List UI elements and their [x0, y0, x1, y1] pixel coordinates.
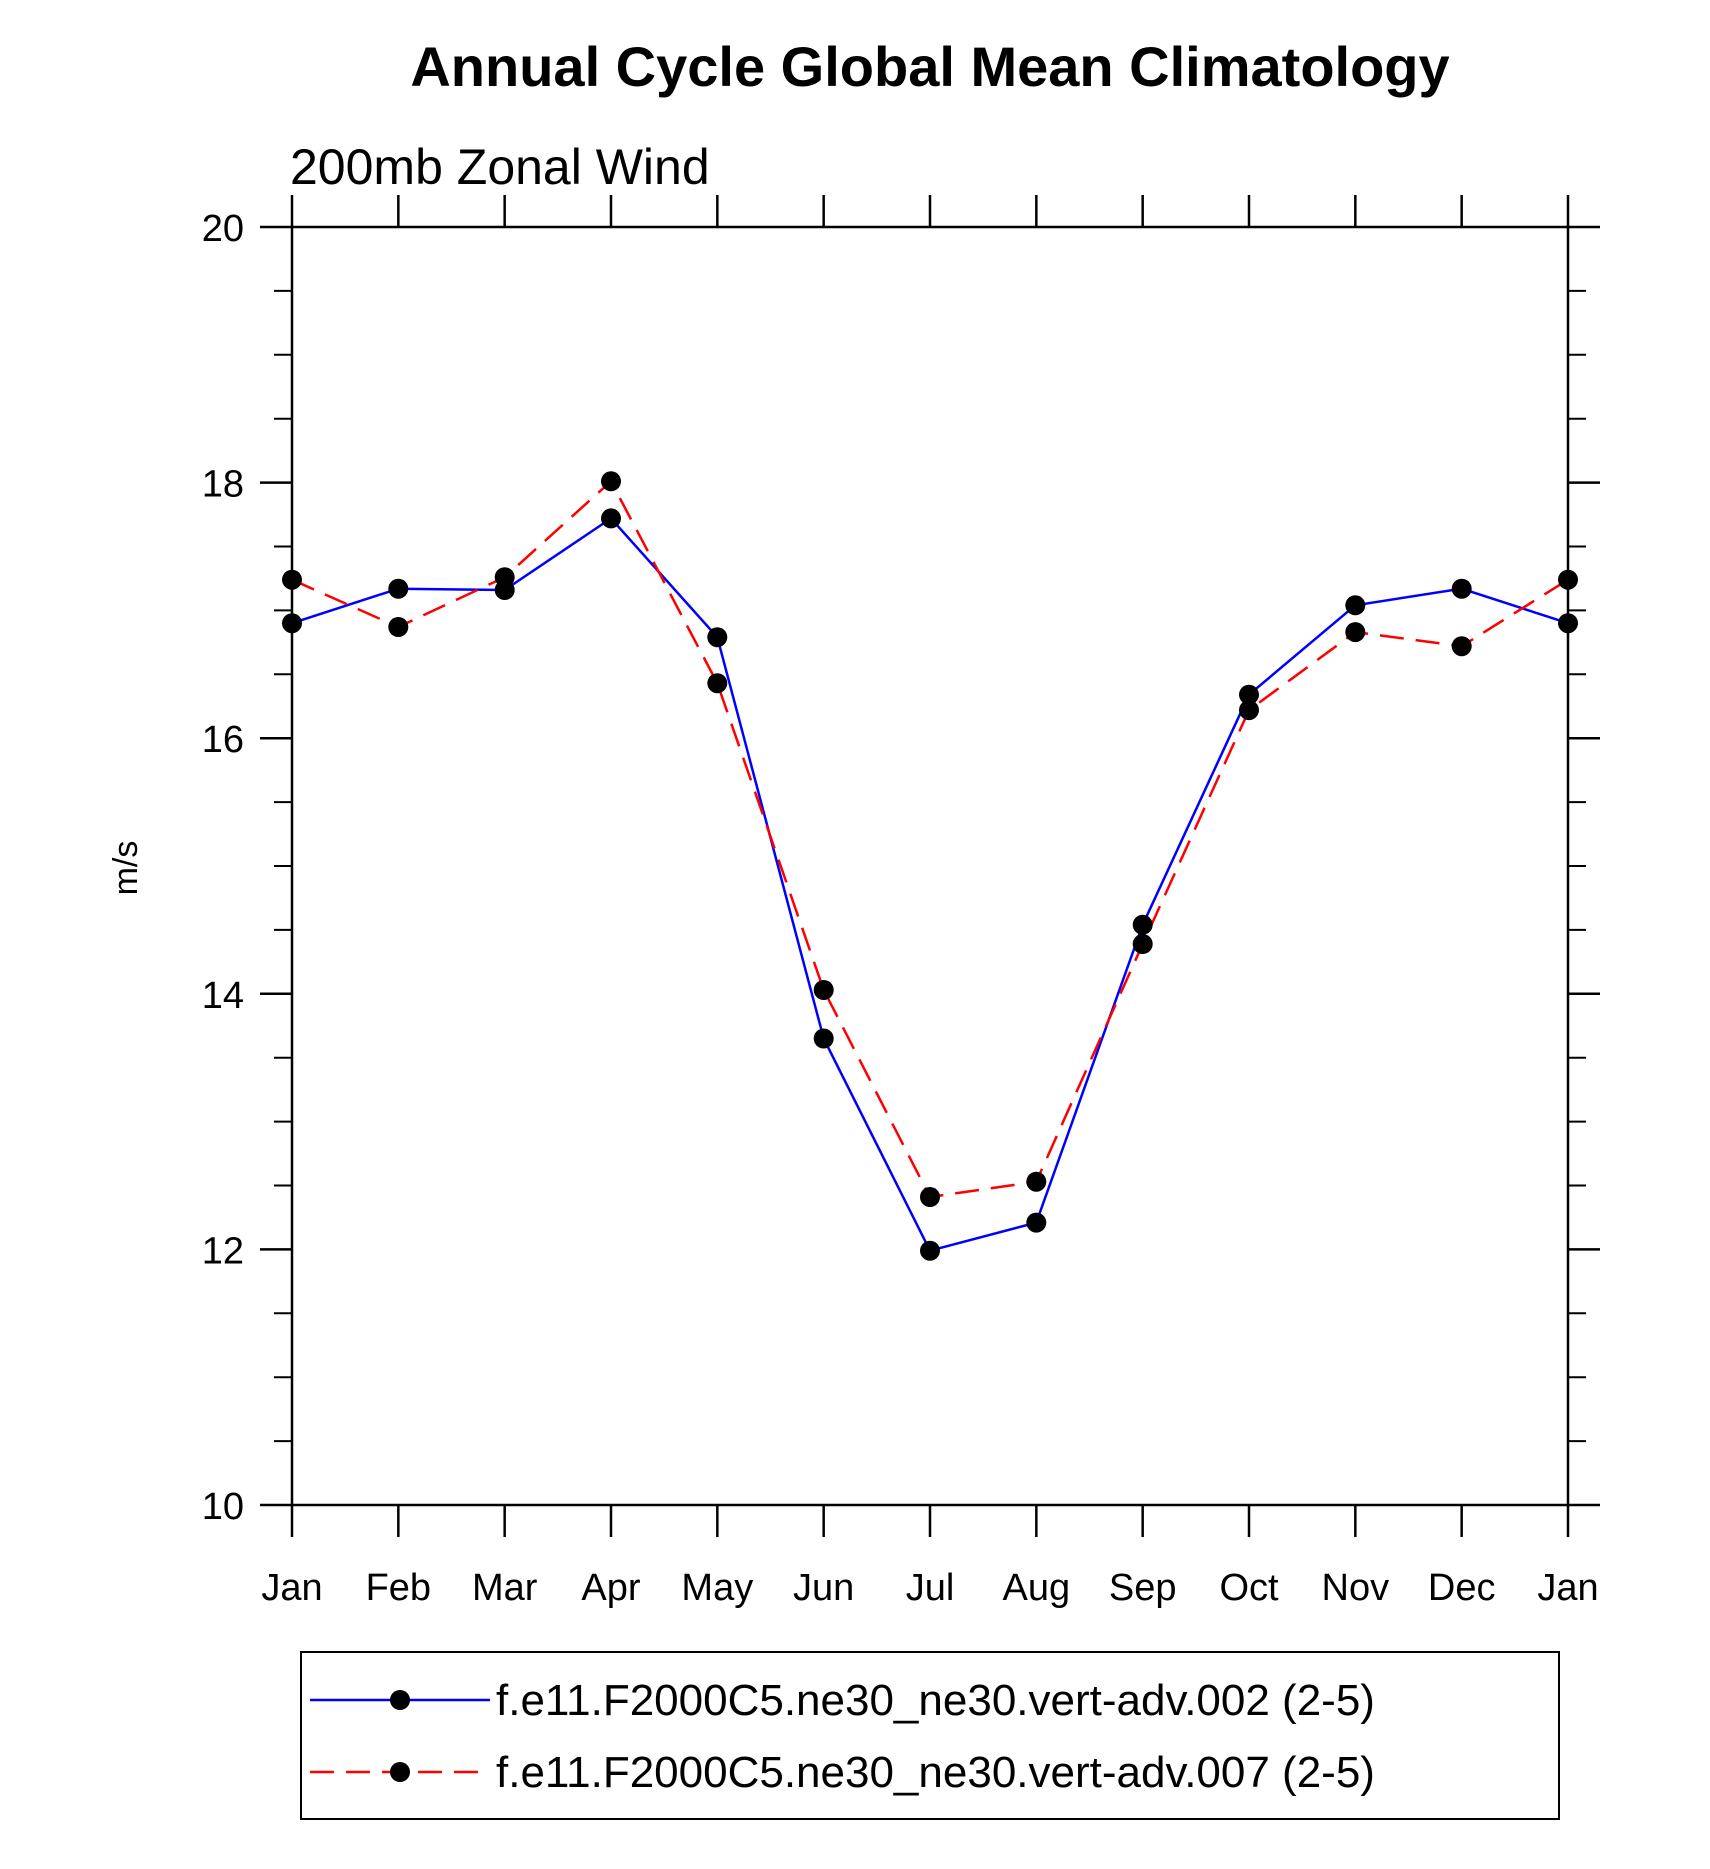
series-2-point	[1345, 622, 1366, 643]
series-2-point	[601, 471, 621, 492]
x-tick-label: Jul	[906, 1567, 955, 1609]
x-tick-label: May	[681, 1567, 753, 1609]
series-2-point	[707, 673, 728, 694]
x-tick-label: Feb	[366, 1567, 431, 1609]
series-1-point	[813, 1028, 834, 1049]
x-tick-label: Jun	[793, 1567, 854, 1609]
x-tick-label: Aug	[1003, 1567, 1071, 1609]
chart-title: Annual Cycle Global Mean Climatology	[410, 35, 1449, 98]
series-1-point	[920, 1240, 940, 1261]
y-tick-label: 20	[202, 208, 244, 250]
series-1-point	[282, 613, 302, 634]
x-tick-label: Apr	[581, 1567, 640, 1609]
y-axis-label: m/s	[107, 841, 145, 896]
legend-entries: f.e11.F2000C5.ne30_ne30.vert-adv.002 (2-…	[310, 1676, 1375, 1797]
y-tick-label: 14	[202, 975, 244, 1017]
series-2-point	[1132, 934, 1153, 954]
series-1-point	[1345, 595, 1366, 616]
series-2-point	[388, 617, 409, 637]
series-1-point	[1558, 613, 1578, 634]
x-tick-label: Mar	[472, 1567, 538, 1609]
series-2-point	[813, 980, 834, 1000]
series-1-point	[1239, 684, 1259, 705]
y-tick-label: 12	[202, 1230, 244, 1272]
series-1-point	[707, 627, 728, 648]
y-tick-label: 18	[202, 464, 244, 506]
chart-subtitle: 200mb Zonal Wind	[290, 139, 710, 195]
series-2-point	[1026, 1171, 1047, 1192]
series-2-point	[282, 569, 302, 590]
series-2-point	[920, 1187, 940, 1207]
legend-label-1: f.e11.F2000C5.ne30_ne30.vert-adv.002 (2-…	[496, 1676, 1375, 1725]
x-tick-label: Nov	[1322, 1567, 1390, 1609]
series-1-point	[1026, 1212, 1047, 1233]
series-1-point	[388, 578, 409, 599]
axes-layer: 10 12 14 16 18 20 Jan Feb Mar Apr May Jun Jul Aug Sep O…	[202, 195, 1600, 1609]
series-1-point	[1132, 914, 1153, 935]
y-tick-label: 16	[202, 719, 244, 761]
x-tick-label: Sep	[1109, 1567, 1177, 1609]
plot-frame	[290, 225, 1570, 1507]
series-2-point	[1239, 700, 1259, 721]
y-tick-label: 10	[202, 1486, 244, 1528]
legend-label-2: f.e11.F2000C5.ne30_ne30.vert-adv.007 (2-…	[496, 1748, 1375, 1797]
x-tick-label: Jan	[261, 1567, 322, 1609]
series-2-point	[1558, 569, 1578, 590]
legend-marker-2	[390, 1762, 410, 1782]
series-line-1	[291, 516, 1569, 1253]
x-tick-label: Jan	[1537, 1567, 1598, 1609]
series-2-point	[494, 567, 515, 588]
markers-layer	[282, 471, 1578, 1261]
x-tick-label: Dec	[1428, 1567, 1496, 1609]
legend: f.e11.F2000C5.ne30_ne30.vert-adv.002 (2-…	[300, 1651, 1560, 1820]
series-layer	[291, 479, 1569, 1253]
series-1-point	[601, 508, 621, 529]
legend-box	[300, 1651, 1560, 1820]
x-tick-label: Oct	[1219, 1567, 1279, 1609]
series-2-point	[1451, 636, 1472, 657]
legend-marker-1	[390, 1690, 410, 1710]
series-1-point	[1451, 578, 1472, 599]
